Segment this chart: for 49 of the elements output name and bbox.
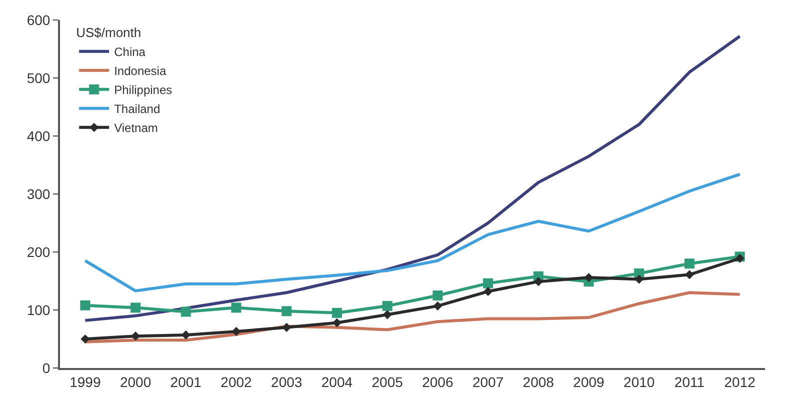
point [180, 306, 191, 317]
x-tick-label: 2009 [573, 374, 605, 390]
point [130, 302, 141, 313]
point [634, 274, 644, 284]
point [332, 318, 342, 328]
y-tick-label: 0 [42, 360, 50, 376]
x-tick-label: 2002 [220, 374, 252, 390]
x-tick-label: 2001 [170, 374, 202, 390]
y-tick-label: 300 [26, 186, 50, 202]
legend-title: US$/month [76, 24, 142, 40]
point [382, 300, 392, 311]
y-tick-label: 500 [26, 70, 50, 86]
point [684, 270, 694, 280]
point [684, 258, 694, 269]
legend-label: Philippines [114, 83, 172, 98]
x-tick-label: 2005 [372, 374, 404, 390]
x-tick-label: 2007 [472, 374, 504, 390]
point [483, 286, 493, 296]
point [584, 272, 594, 282]
x-tick-label: 1999 [70, 374, 101, 390]
legend-label: Thailand [114, 102, 160, 116]
point [433, 301, 442, 310]
x-tick-label: 2000 [120, 374, 152, 390]
point [534, 277, 543, 286]
point [231, 302, 242, 313]
x-tick-label: 2004 [321, 374, 353, 390]
y-tick-label: 600 [26, 12, 50, 28]
y-tick-label: 400 [26, 128, 50, 144]
legend-label: China [114, 45, 146, 60]
point [432, 290, 443, 300]
x-tick-label: 2010 [624, 374, 655, 390]
point [130, 332, 140, 341]
x-tick-label: 2011 [674, 374, 705, 390]
legend-label: Indonesia [114, 64, 166, 78]
point [282, 306, 292, 316]
y-tick-label: 200 [26, 244, 50, 260]
x-tick-label: 2012 [724, 374, 756, 390]
point [382, 310, 392, 320]
x-tick-label: 2003 [271, 374, 302, 390]
point [80, 334, 90, 344]
point [332, 308, 342, 318]
point [232, 326, 241, 336]
y-tick-label: 100 [26, 302, 50, 318]
line-series [84, 172, 742, 292]
x-tick-label: 2008 [522, 374, 554, 390]
x-tick-label: 2006 [422, 374, 454, 390]
legend-label: Vietnam [114, 121, 158, 136]
point [483, 278, 494, 288]
point [80, 300, 90, 310]
